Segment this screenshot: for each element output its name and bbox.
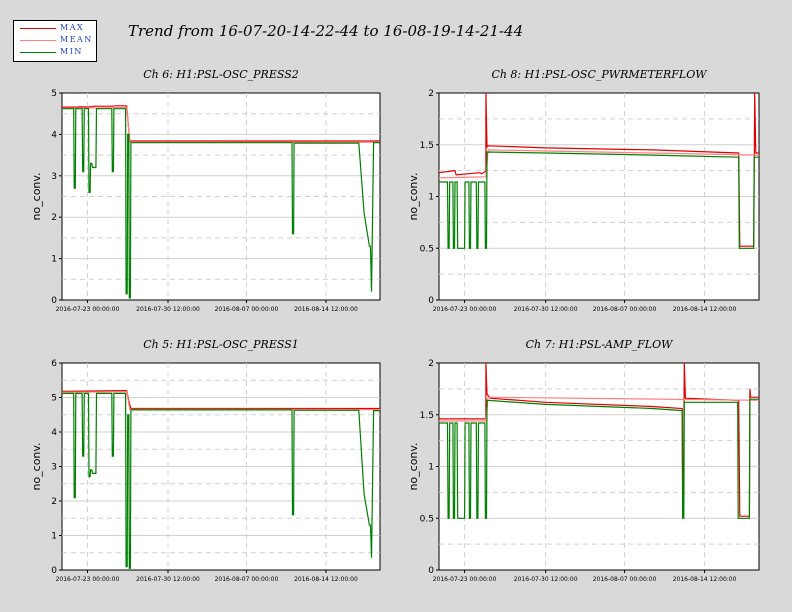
xtick-label: 2016-07-23 00:00:00: [433, 306, 497, 313]
ytick-label: 2: [428, 89, 434, 99]
chart-title: Ch 5: H1:PSL-OSC_PRESS1: [143, 338, 299, 351]
series-line-min: [439, 398, 759, 519]
legend-label-max: MAX: [60, 23, 85, 32]
ytick-label: 1: [428, 193, 434, 203]
chart-svg: Ch 8: H1:PSL-OSC_PWRMETERFLOW 0 0.5 1 1.5 2 20…: [407, 68, 760, 313]
legend-item-max: MAX: [14, 23, 96, 35]
ytick-label: 2: [51, 497, 57, 507]
chart-ch6: Ch 6: H1:PSL-OSC_PRESS2 0 1 2 3 4 5 2016-07-23 …: [0, 60, 396, 320]
ytick-label: 1.5: [420, 411, 434, 421]
chart-title: Ch 6: H1:PSL-OSC_PRESS2: [143, 68, 299, 81]
xtick-label: 2016-08-07 00:00:00: [215, 576, 279, 583]
chart-title: Ch 8: H1:PSL-OSC_PWRMETERFLOW: [491, 68, 708, 81]
legend-label-mean: MEAN: [60, 35, 93, 44]
xtick-label: 2016-08-07 00:00:00: [215, 306, 279, 313]
chart-ch8: Ch 8: H1:PSL-OSC_PWRMETERFLOW 0 0.5 1 1.5 2 20…: [378, 60, 774, 320]
xtick-label: 2016-08-07 00:00:00: [593, 306, 657, 313]
xtick-label: 2016-07-30 12:00:00: [136, 306, 200, 313]
xtick-label: 2016-08-14 12:00:00: [294, 306, 358, 313]
legend: MAX MEAN MIN: [13, 20, 97, 62]
y-axis-label: no_conv.: [30, 172, 43, 220]
legend-label-min: MIN: [60, 47, 83, 56]
legend-swatch-mean: [20, 40, 56, 41]
ytick-label: 1: [51, 255, 57, 265]
xtick-label: 2016-08-07 00:00:00: [593, 576, 657, 583]
ytick-label: 0: [51, 296, 57, 306]
xtick-label: 2016-08-14 12:00:00: [673, 306, 737, 313]
ytick-label: 0.5: [420, 244, 434, 254]
xtick-label: 2016-07-30 12:00:00: [514, 306, 578, 313]
xtick-label: 2016-07-23 00:00:00: [56, 576, 120, 583]
chart-svg: Ch 6: H1:PSL-OSC_PRESS2 0 1 2 3 4 5 2016-07-23 …: [30, 68, 381, 313]
ytick-label: 1.5: [420, 141, 434, 151]
xtick-label: 2016-07-23 00:00:00: [433, 576, 497, 583]
xtick-label: 2016-08-14 12:00:00: [294, 576, 358, 583]
ytick-label: 1: [428, 463, 434, 473]
ytick-label: 6: [51, 359, 57, 369]
legend-swatch-min: [20, 52, 56, 53]
series-line-min: [62, 392, 380, 569]
y-axis-label: no_conv.: [407, 442, 420, 490]
ytick-label: 0: [428, 566, 434, 576]
series-line-min: [62, 108, 380, 299]
chart-ch7: Ch 7: H1:PSL-AMP_FLOW 0 0.5 1 1.5 2 2016-07-23…: [378, 330, 774, 590]
ytick-label: 5: [51, 394, 57, 404]
ytick-label: 4: [51, 428, 57, 438]
main-title: Trend from 16-07-20-14-22-44 to 16-08-19…: [128, 22, 524, 40]
chart-svg: Ch 7: H1:PSL-AMP_FLOW 0 0.5 1 1.5 2 2016-07-23…: [407, 338, 760, 583]
ytick-label: 2: [428, 359, 434, 369]
series-line-min: [439, 151, 759, 249]
xtick-label: 2016-07-30 12:00:00: [136, 576, 200, 583]
ytick-label: 2: [51, 213, 57, 223]
y-axis-label: no_conv.: [30, 442, 43, 490]
ytick-label: 5: [51, 89, 57, 99]
xtick-label: 2016-08-14 12:00:00: [673, 576, 737, 583]
legend-item-mean: MEAN: [14, 35, 96, 47]
ytick-label: 3: [51, 172, 57, 182]
chart-title: Ch 7: H1:PSL-AMP_FLOW: [526, 338, 675, 351]
ytick-label: 0: [428, 296, 434, 306]
ytick-label: 1: [51, 532, 57, 542]
xtick-label: 2016-07-23 00:00:00: [56, 306, 120, 313]
legend-swatch-max: [20, 28, 56, 29]
ytick-label: 0.5: [420, 514, 434, 524]
legend-item-min: MIN: [14, 47, 96, 59]
xtick-label: 2016-07-30 12:00:00: [514, 576, 578, 583]
chart-ch5: Ch 5: H1:PSL-OSC_PRESS1 0 1 2 3 4 5 6 2016-07-23…: [0, 330, 396, 590]
ytick-label: 3: [51, 463, 57, 473]
y-axis-label: no_conv.: [407, 172, 420, 220]
ytick-label: 0: [51, 566, 57, 576]
chart-svg: Ch 5: H1:PSL-OSC_PRESS1 0 1 2 3 4 5 6 2016-07-23…: [30, 338, 381, 583]
ytick-label: 4: [51, 130, 57, 140]
